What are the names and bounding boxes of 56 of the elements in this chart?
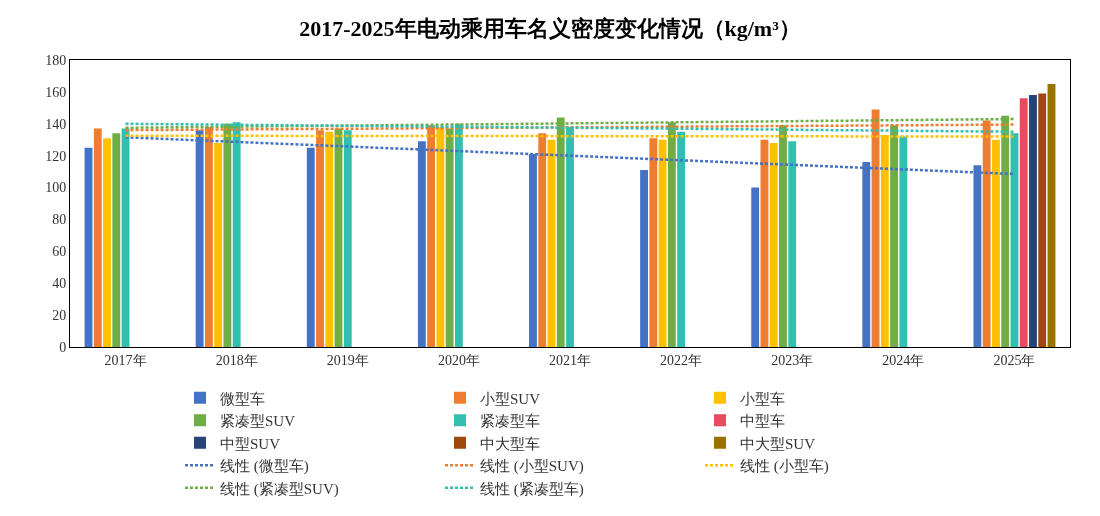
x-tick-label: 2019年 bbox=[326, 352, 369, 368]
legend-label: 中型车 bbox=[740, 413, 785, 430]
y-tick-label: 80 bbox=[52, 212, 67, 228]
y-tick-label: 180 bbox=[45, 52, 67, 68]
bar bbox=[899, 136, 908, 347]
legend-label: 紧凑型车 bbox=[480, 413, 540, 430]
x-tick-label: 2021年 bbox=[549, 352, 591, 368]
bar bbox=[658, 139, 667, 347]
legend-label: 中型SUV bbox=[220, 435, 281, 452]
y-tick-label: 40 bbox=[52, 276, 67, 292]
legend-label: 紧凑型SUV bbox=[220, 413, 296, 430]
x-tick-label: 2024年 bbox=[882, 352, 925, 368]
legend-label: 小型车 bbox=[740, 390, 785, 407]
legend-label: 线性 (小型车) bbox=[740, 458, 829, 476]
x-tick-label: 2023年 bbox=[771, 352, 814, 368]
bar bbox=[769, 142, 778, 347]
y-tick-label: 0 bbox=[59, 339, 67, 355]
bar bbox=[991, 139, 1000, 347]
bar bbox=[112, 133, 121, 347]
legend-label: 线性 (小型SUV) bbox=[480, 458, 584, 476]
x-tick-label: 2020年 bbox=[437, 352, 480, 368]
bar bbox=[751, 187, 760, 347]
bar bbox=[445, 128, 454, 347]
chart-title: 2017-2025年电动乘用车名义密度变化情况（kg/m³） bbox=[299, 16, 801, 42]
bar bbox=[677, 131, 686, 347]
legend-label: 线性 (紧凑型车) bbox=[480, 480, 584, 498]
bar bbox=[779, 125, 787, 347]
bar bbox=[640, 170, 649, 347]
y-tick-label: 60 bbox=[52, 244, 67, 260]
bar bbox=[538, 133, 547, 347]
legend-label: 线性 (微型车) bbox=[220, 458, 309, 476]
bar bbox=[103, 138, 111, 347]
legend-label: 微型车 bbox=[220, 390, 265, 407]
y-tick-label: 120 bbox=[45, 148, 67, 164]
bar bbox=[1029, 95, 1037, 347]
x-tick-label: 2018年 bbox=[215, 352, 258, 368]
y-tick-label: 20 bbox=[52, 308, 67, 324]
legend-label: 线性 (紧凑型SUV) bbox=[220, 480, 339, 498]
legend-label: 小型SUV bbox=[480, 390, 541, 407]
bar bbox=[788, 141, 797, 347]
x-tick-label: 2017年 bbox=[104, 352, 147, 368]
bar bbox=[890, 125, 899, 347]
y-tick-label: 160 bbox=[45, 84, 67, 100]
x-tick-label: 2022年 bbox=[660, 352, 703, 368]
y-tick-label: 100 bbox=[45, 180, 67, 196]
bar bbox=[306, 147, 315, 347]
bar bbox=[93, 128, 102, 347]
bar bbox=[649, 138, 658, 347]
bar bbox=[1019, 98, 1028, 347]
bar bbox=[343, 130, 352, 347]
legend-label: 中大型SUV bbox=[740, 435, 816, 452]
legend-label: 中大型车 bbox=[480, 435, 540, 452]
bar bbox=[214, 142, 223, 347]
bar bbox=[1038, 93, 1047, 347]
x-tick-label: 2025年 bbox=[993, 352, 1036, 368]
y-tick-label: 140 bbox=[45, 116, 67, 132]
